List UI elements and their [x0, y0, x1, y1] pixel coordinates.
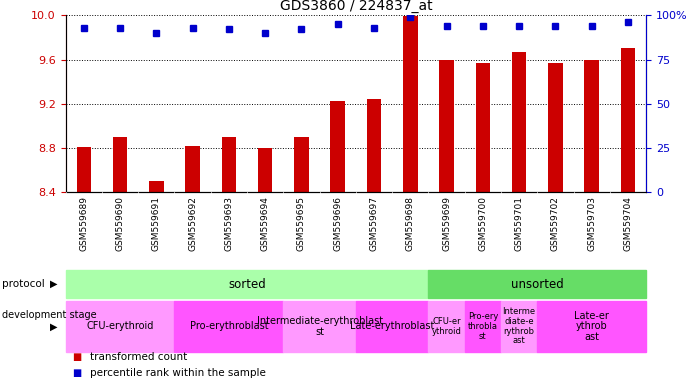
Text: GSM559703: GSM559703 — [587, 196, 596, 251]
Bar — [403, 17, 417, 192]
Text: Pro-erythroblast: Pro-erythroblast — [189, 321, 268, 331]
Bar — [149, 181, 164, 192]
Text: ▶: ▶ — [50, 279, 58, 289]
Bar — [538, 301, 646, 352]
Text: Interme
diate-e
rythrob
ast: Interme diate-e rythrob ast — [502, 307, 536, 346]
Text: GSM559700: GSM559700 — [478, 196, 487, 251]
Text: GSM559690: GSM559690 — [115, 196, 124, 251]
Bar — [439, 60, 454, 192]
Text: GSM559699: GSM559699 — [442, 196, 451, 251]
Text: sorted: sorted — [228, 278, 266, 291]
Text: protocol: protocol — [2, 279, 45, 289]
Text: GSM559696: GSM559696 — [333, 196, 342, 251]
Bar — [66, 301, 174, 352]
Text: transformed count: transformed count — [90, 352, 187, 362]
Bar — [548, 63, 562, 192]
Bar — [585, 60, 599, 192]
Bar — [428, 270, 646, 298]
Bar — [475, 63, 490, 192]
Text: ■: ■ — [73, 368, 82, 378]
Text: CFU-erythroid: CFU-erythroid — [86, 321, 154, 331]
Bar — [113, 137, 127, 192]
Text: GSM559689: GSM559689 — [79, 196, 88, 251]
Bar — [77, 147, 91, 192]
Bar — [294, 137, 309, 192]
Bar — [174, 301, 283, 352]
Text: GSM559697: GSM559697 — [370, 196, 379, 251]
Text: CFU-er
ythroid: CFU-er ythroid — [432, 317, 462, 336]
Bar — [356, 301, 428, 352]
Text: development stage: development stage — [2, 310, 97, 320]
Bar — [464, 301, 501, 352]
Text: GSM559701: GSM559701 — [515, 196, 524, 251]
Title: GDS3860 / 224837_at: GDS3860 / 224837_at — [280, 0, 432, 13]
Text: ■: ■ — [73, 352, 82, 362]
Bar — [222, 137, 236, 192]
Bar — [185, 146, 200, 192]
Text: GSM559693: GSM559693 — [225, 196, 234, 251]
Text: GSM559692: GSM559692 — [188, 196, 197, 251]
Bar — [367, 99, 381, 192]
Text: GSM559694: GSM559694 — [261, 196, 269, 251]
Text: unsorted: unsorted — [511, 278, 564, 291]
Bar — [621, 48, 635, 192]
Text: GSM559691: GSM559691 — [152, 196, 161, 251]
Text: ▶: ▶ — [50, 321, 58, 331]
Bar — [501, 301, 538, 352]
Text: percentile rank within the sample: percentile rank within the sample — [90, 368, 266, 378]
Text: Pro-ery
throbla
st: Pro-ery throbla st — [468, 312, 498, 341]
Bar — [330, 101, 345, 192]
Text: Late-erythroblast: Late-erythroblast — [350, 321, 435, 331]
Bar — [66, 270, 428, 298]
Bar — [428, 301, 464, 352]
Text: GSM559695: GSM559695 — [297, 196, 306, 251]
Text: GSM559702: GSM559702 — [551, 196, 560, 251]
Text: Intermediate-erythroblast
st: Intermediate-erythroblast st — [256, 316, 383, 337]
Text: GSM559698: GSM559698 — [406, 196, 415, 251]
Text: GSM559704: GSM559704 — [623, 196, 632, 251]
Bar — [512, 52, 527, 192]
Bar — [283, 301, 356, 352]
Text: Late-er
ythrob
ast: Late-er ythrob ast — [574, 311, 609, 342]
Bar — [258, 148, 272, 192]
